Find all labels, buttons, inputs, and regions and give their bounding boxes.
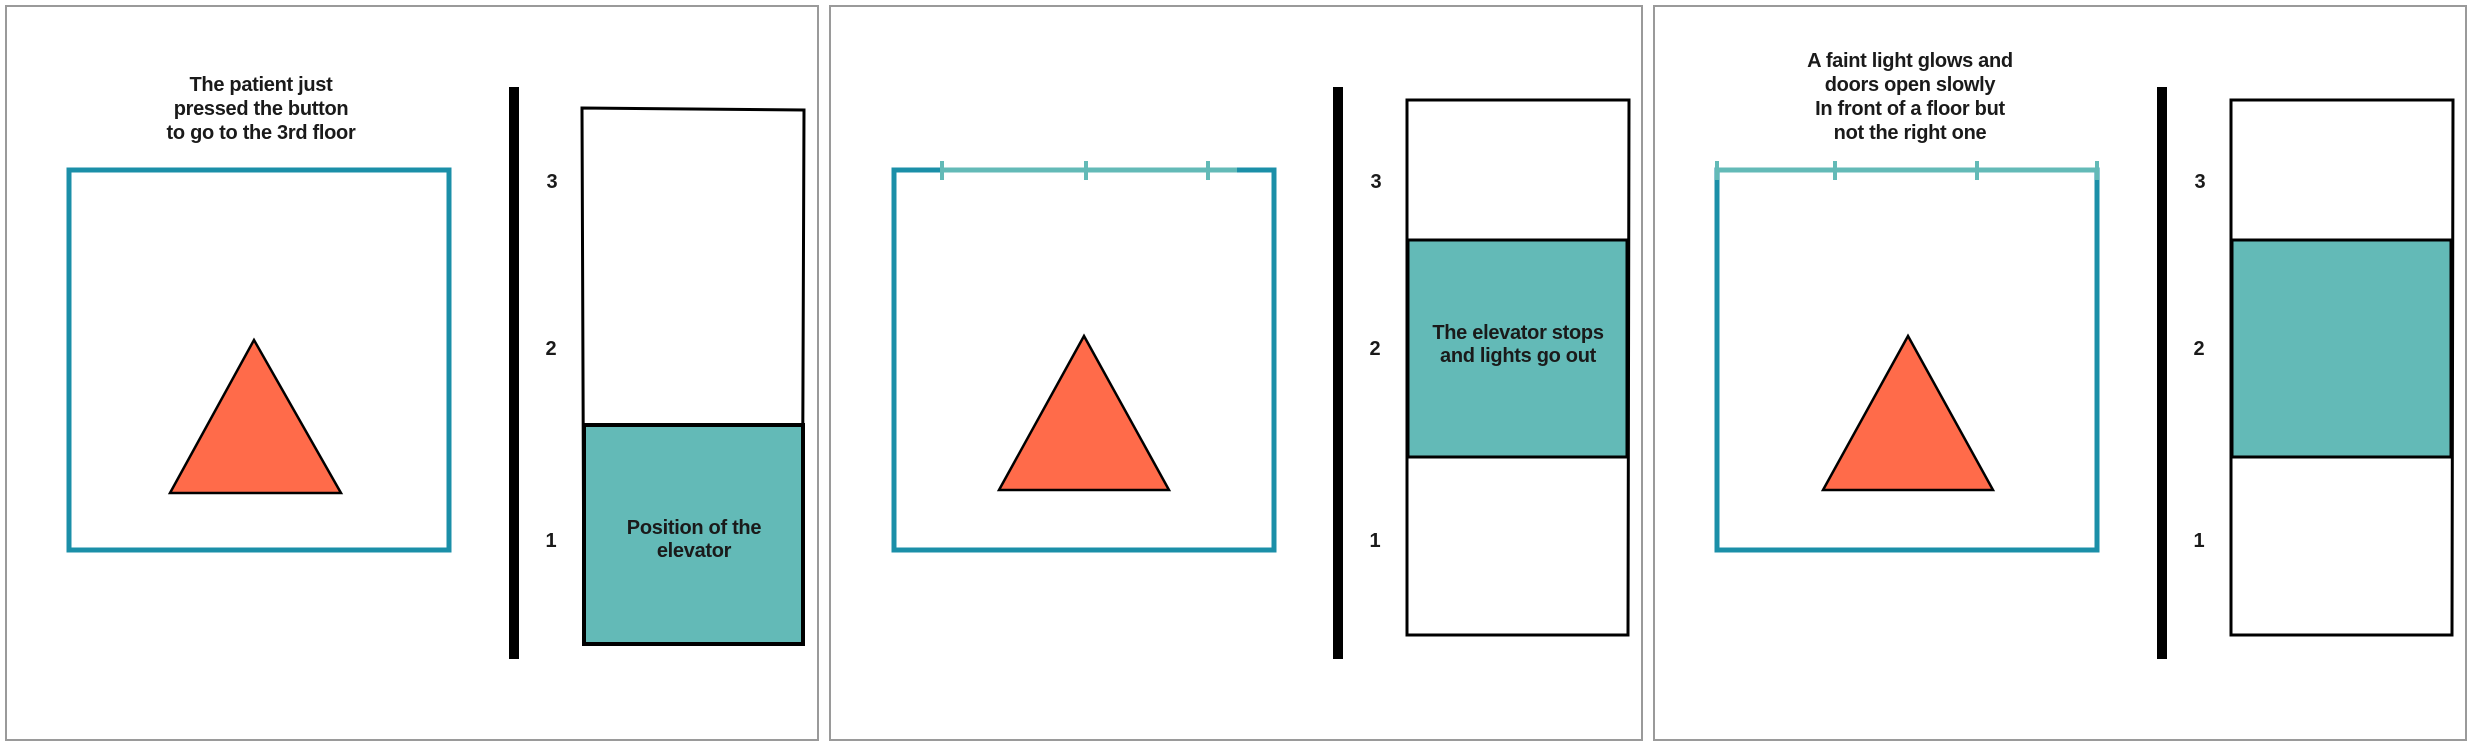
floor-label-2: 2	[1369, 338, 1381, 360]
floor-label-1: 1	[1369, 530, 1381, 552]
elevator-door-frame	[66, 167, 452, 553]
warning-triangle	[996, 333, 1172, 492]
panel-1-drawing	[66, 87, 806, 659]
floor-label-2: 2	[545, 338, 557, 360]
elevator-cab	[2230, 238, 2453, 459]
floor-label-1: 1	[545, 530, 557, 552]
floor-label-3: 3	[1370, 171, 1382, 193]
floor-label-3: 3	[546, 171, 558, 193]
caption: The patient just pressed the button to g…	[166, 74, 356, 144]
cab-label: The elevator stops and lights go out	[1432, 322, 1604, 367]
panel-2: 3 2 1 The elevator stops and lights go o…	[829, 5, 1643, 741]
panel-1: The patient just pressed the button to g…	[5, 5, 819, 741]
panel-3-drawing	[1714, 87, 2455, 659]
floor-label-3: 3	[2194, 171, 2206, 193]
elevator-cab	[582, 423, 805, 646]
cab-label: Position of the elevator	[626, 517, 762, 562]
shaft-bar	[1333, 87, 1343, 659]
floor-label-2: 2	[2193, 338, 2205, 360]
shaft-bar	[2157, 87, 2167, 659]
floor-label-1: 1	[2193, 530, 2205, 552]
panel-3: A faint light glows and doors open slowl…	[1653, 5, 2467, 741]
elevator-cab	[1406, 238, 1629, 459]
caption: A faint light glows and doors open slowl…	[1807, 50, 2013, 144]
shaft-bar	[509, 87, 519, 659]
panel-2-drawing	[891, 87, 1631, 659]
warning-triangle	[167, 337, 344, 495]
warning-triangle	[1820, 333, 1996, 492]
